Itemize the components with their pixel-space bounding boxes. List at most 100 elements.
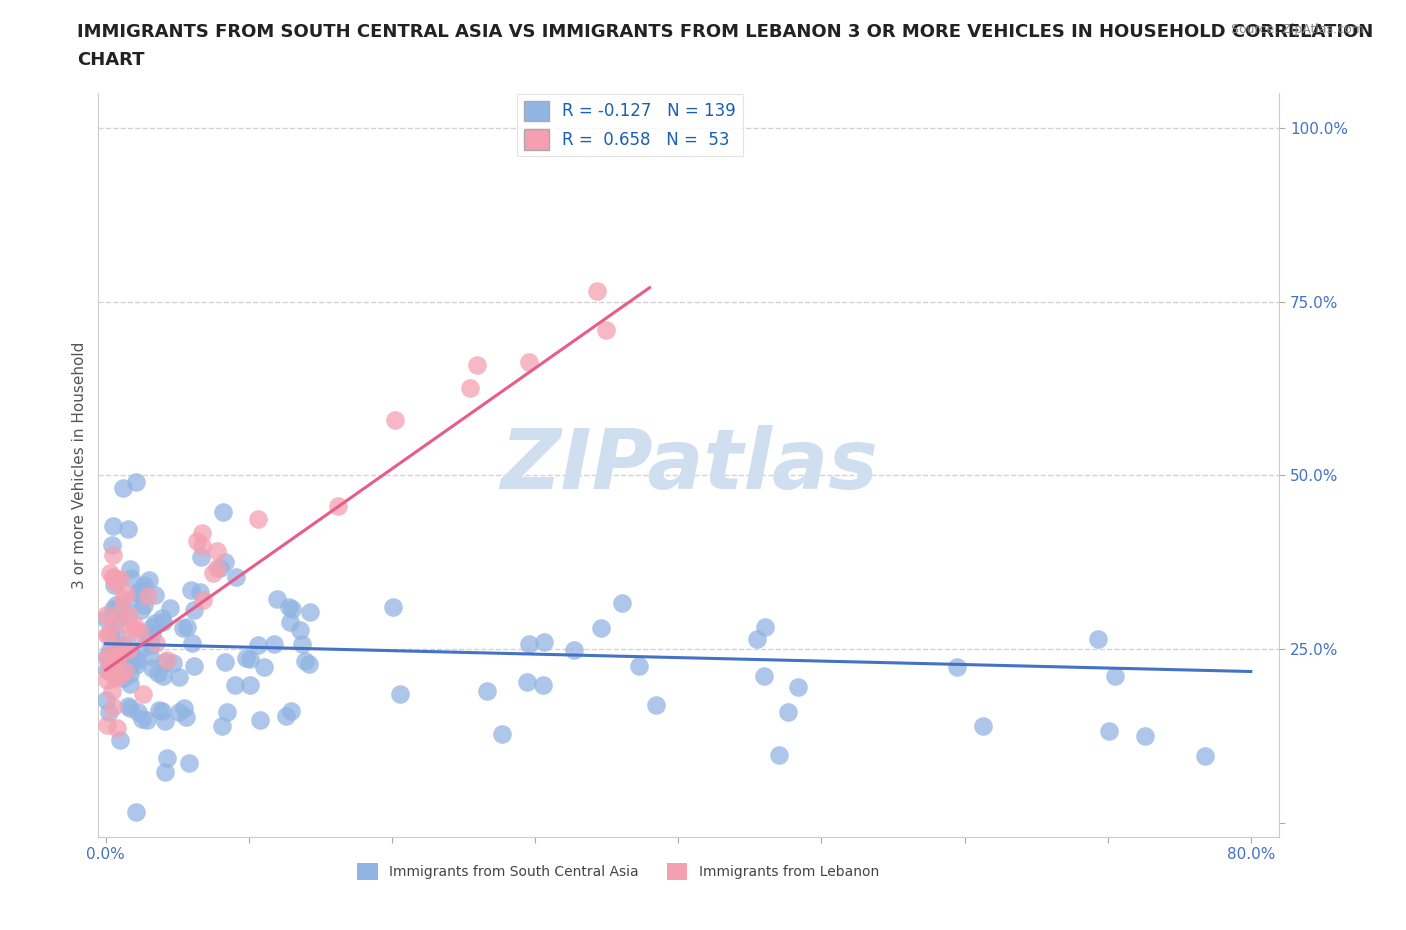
Point (141, 627, 163, 642)
Point (120, 667, 142, 682)
Point (105, 576, 128, 591)
Point (111, 671, 134, 685)
Text: Source: ZipAtlas.com: Source: ZipAtlas.com (1230, 23, 1364, 36)
Point (105, 721, 128, 736)
Point (122, 621, 145, 636)
Point (191, 525, 214, 540)
Point (586, 283, 609, 298)
Point (595, 322, 617, 337)
Point (114, 664, 136, 679)
Point (96, 718, 118, 733)
Point (101, 602, 124, 617)
Point (128, 585, 150, 600)
Point (101, 617, 124, 631)
Point (460, 380, 482, 395)
Point (96, 672, 118, 687)
Point (277, 599, 299, 614)
Point (117, 698, 139, 713)
Point (132, 686, 155, 701)
Point (181, 635, 204, 650)
Point (105, 648, 128, 663)
Point (121, 648, 143, 663)
Point (787, 679, 810, 694)
Point (280, 704, 302, 719)
Point (235, 651, 257, 666)
Point (214, 554, 236, 569)
Point (326, 498, 349, 513)
Point (101, 653, 124, 668)
Point (127, 585, 149, 600)
Point (115, 607, 138, 622)
Point (105, 651, 128, 666)
Point (517, 636, 540, 651)
Point (121, 656, 143, 671)
Point (155, 655, 177, 670)
Point (190, 550, 212, 565)
Point (117, 522, 139, 537)
Point (173, 700, 195, 715)
Point (131, 603, 153, 618)
Point (298, 657, 321, 671)
Point (1104, 669, 1126, 684)
Point (162, 656, 184, 671)
Point (612, 595, 634, 610)
Point (225, 570, 247, 585)
Point (384, 413, 406, 428)
Point (465, 357, 488, 372)
Point (120, 570, 142, 585)
Point (176, 619, 198, 634)
Point (754, 668, 776, 683)
Point (253, 659, 276, 674)
Point (100, 626, 122, 641)
Point (180, 582, 202, 597)
Point (491, 726, 513, 741)
Point (98, 642, 121, 657)
Point (389, 686, 412, 701)
Point (103, 571, 125, 586)
Point (132, 641, 155, 656)
Point (117, 608, 139, 623)
Point (145, 636, 167, 651)
Point (108, 647, 131, 662)
Point (118, 654, 141, 669)
Point (136, 713, 159, 728)
Point (127, 653, 149, 668)
Point (274, 709, 297, 724)
Point (239, 678, 262, 693)
Point (211, 718, 233, 733)
Point (105, 598, 128, 613)
Point (101, 538, 124, 552)
Point (645, 698, 668, 713)
Point (224, 677, 246, 692)
Point (179, 755, 201, 770)
Point (747, 631, 769, 646)
Point (531, 678, 554, 693)
Point (152, 615, 174, 630)
Point (249, 712, 271, 727)
Point (108, 571, 131, 586)
Point (628, 658, 651, 673)
Point (183, 658, 205, 673)
Point (159, 601, 181, 616)
Point (97, 627, 120, 642)
Point (141, 661, 163, 676)
Point (101, 548, 124, 563)
Point (117, 637, 139, 652)
Point (100, 658, 122, 672)
Point (125, 805, 148, 820)
Point (754, 619, 776, 634)
Point (117, 643, 139, 658)
Point (205, 561, 228, 576)
Point (208, 560, 231, 575)
Point (533, 634, 555, 649)
Point (153, 714, 176, 729)
Point (141, 619, 163, 634)
Point (214, 655, 236, 670)
Point (111, 481, 134, 496)
Point (382, 600, 405, 615)
Point (1135, 728, 1157, 743)
Point (167, 670, 190, 684)
Point (291, 637, 314, 652)
Point (146, 665, 169, 680)
Point (294, 654, 316, 669)
